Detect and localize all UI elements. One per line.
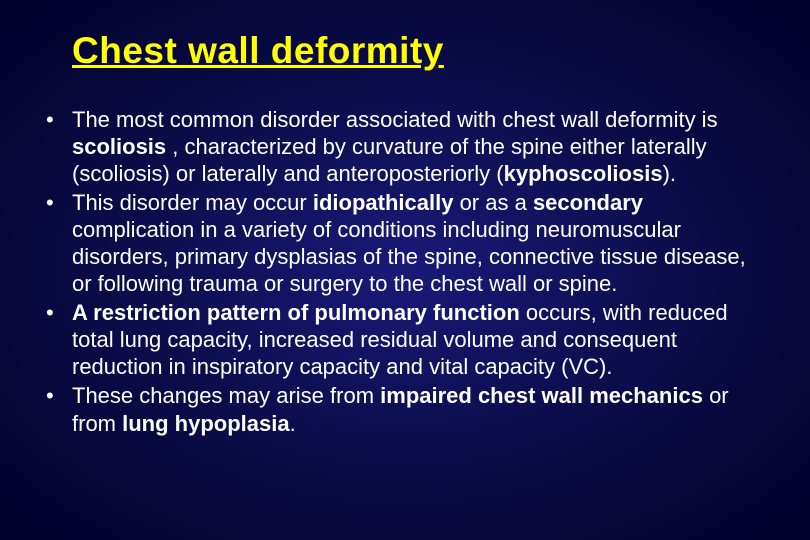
text-segment-bold: A restriction pattern of pulmonary funct… bbox=[72, 300, 520, 325]
bullet-item: These changes may arise from impaired ch… bbox=[40, 382, 770, 436]
text-segment-bold: lung hypoplasia bbox=[122, 411, 289, 436]
text-segment-bold: kyphoscoliosis bbox=[504, 161, 663, 186]
text-segment-bold: idiopathically bbox=[313, 190, 454, 215]
text-segment-bold: secondary bbox=[533, 190, 643, 215]
bullet-item: A restriction pattern of pulmonary funct… bbox=[40, 299, 770, 380]
bullet-item: This disorder may occur idiopathically o… bbox=[40, 189, 770, 297]
slide-title: Chest wall deformity bbox=[72, 30, 770, 72]
text-segment-bold: impaired chest wall mechanics bbox=[380, 383, 703, 408]
text-segment: This disorder may occur bbox=[72, 190, 313, 215]
bullet-list: The most common disorder associated with… bbox=[40, 106, 770, 437]
text-segment: ). bbox=[663, 161, 676, 186]
text-segment-bold: scoliosis bbox=[72, 134, 166, 159]
text-segment: These changes may arise from bbox=[72, 383, 380, 408]
text-segment: . bbox=[290, 411, 296, 436]
bullet-item: The most common disorder associated with… bbox=[40, 106, 770, 187]
text-segment: or as a bbox=[453, 190, 532, 215]
text-segment: The most common disorder associated with… bbox=[72, 107, 724, 132]
